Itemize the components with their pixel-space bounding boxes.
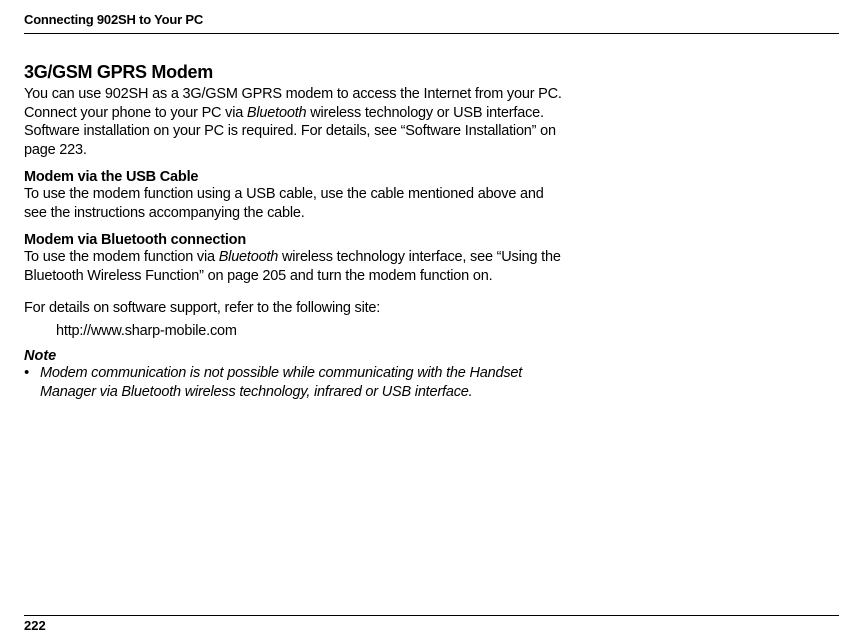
bt-body: To use the modem function via Bluetooth … [24, 248, 564, 285]
usb-body: To use the modem function using a USB ca… [24, 185, 564, 222]
bt-bluetooth-italic: Bluetooth [219, 249, 278, 265]
running-header: Connecting 902SH to Your PC [24, 12, 839, 34]
usb-heading: Modem via the USB Cable [24, 169, 564, 185]
bt-text-a: To use the modem function via [24, 249, 219, 265]
page-number: 222 [24, 615, 839, 633]
note-bullet-row: • Modem communication is not possible wh… [24, 364, 564, 401]
support-lead: For details on software support, refer t… [24, 299, 564, 318]
intro-bluetooth-italic: Bluetooth [247, 105, 306, 121]
section-title: 3G/GSM GPRS Modem [24, 62, 564, 83]
bullet-icon: • [24, 364, 40, 401]
bt-heading: Modem via Bluetooth connection [24, 232, 564, 248]
main-content: 3G/GSM GPRS Modem You can use 902SH as a… [24, 62, 564, 402]
note-title: Note [24, 348, 564, 364]
note-body: Modem communication is not possible whil… [40, 364, 564, 401]
intro-paragraph: You can use 902SH as a 3G/GSM GPRS modem… [24, 85, 564, 159]
support-url: http://www.sharp-mobile.com [24, 322, 564, 341]
